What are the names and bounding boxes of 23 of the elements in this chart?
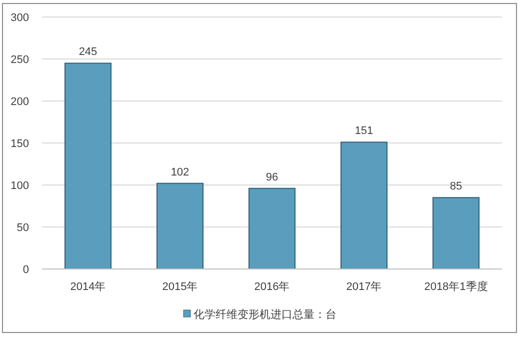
bar	[432, 197, 480, 270]
y-tick-label: 200	[10, 96, 29, 108]
x-tick-label: 2018年1季度	[424, 280, 488, 293]
x-tick-label: 2014年	[70, 281, 106, 293]
data-label: 85	[450, 180, 462, 193]
data-label: 102	[170, 166, 190, 178]
x-tick-label: 2016年	[254, 281, 290, 293]
y-tick-label: 250	[10, 54, 29, 66]
y-tick-label: 0	[22, 264, 29, 276]
bar	[248, 188, 296, 270]
y-tick-label: 100	[10, 180, 29, 192]
bar	[340, 142, 388, 270]
y-tick-label: 150	[10, 138, 29, 150]
data-label: 96	[266, 171, 278, 184]
y-tick-label: 300	[10, 12, 29, 24]
data-label: 151	[354, 125, 374, 138]
legend: 化学纤维变形机进口总量：台	[183, 309, 336, 321]
data-label: 245	[78, 46, 98, 58]
x-tick-label: 2017年	[346, 281, 382, 293]
x-tick-label: 2015年	[162, 281, 198, 293]
bar	[156, 182, 204, 270]
y-tick-label: 50	[16, 222, 29, 234]
bar	[64, 62, 112, 270]
